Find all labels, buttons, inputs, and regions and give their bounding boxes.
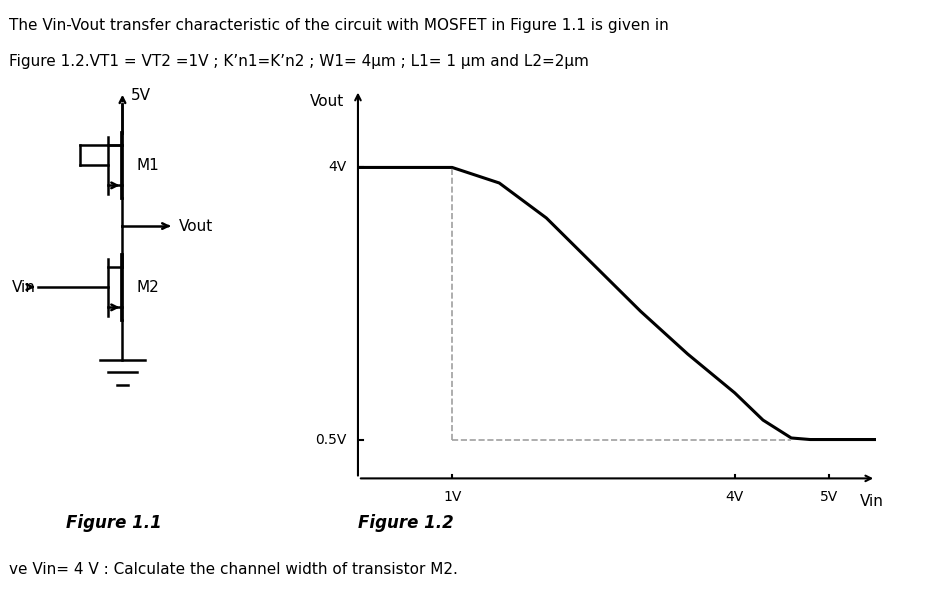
Text: 5V: 5V [131,89,151,103]
Text: 4V: 4V [725,490,744,504]
Text: 1V: 1V [443,490,462,504]
Text: ve Vin= 4 V : Calculate the channel width of transistor M2.: ve Vin= 4 V : Calculate the channel widt… [9,562,459,577]
Text: Vout: Vout [310,93,344,109]
Text: Vin: Vin [12,279,36,295]
Text: M1: M1 [137,157,159,173]
Text: 4V: 4V [329,160,347,175]
Text: Figure 1.2.VT1 = VT2 =1V ; K’n1=K’n2 ; W1= 4μm ; L1= 1 μm and L2=2μm: Figure 1.2.VT1 = VT2 =1V ; K’n1=K’n2 ; W… [9,54,590,69]
Text: 5V: 5V [820,490,838,504]
Text: Figure 1.1: Figure 1.1 [66,514,162,532]
Text: The Vin-Vout transfer characteristic of the circuit with MOSFET in Figure 1.1 is: The Vin-Vout transfer characteristic of … [9,18,669,33]
Text: 0.5V: 0.5V [316,432,347,447]
Text: Vout: Vout [179,218,213,234]
Text: Figure 1.2: Figure 1.2 [358,514,454,532]
Text: M2: M2 [137,279,159,295]
Text: Vin: Vin [859,494,884,509]
